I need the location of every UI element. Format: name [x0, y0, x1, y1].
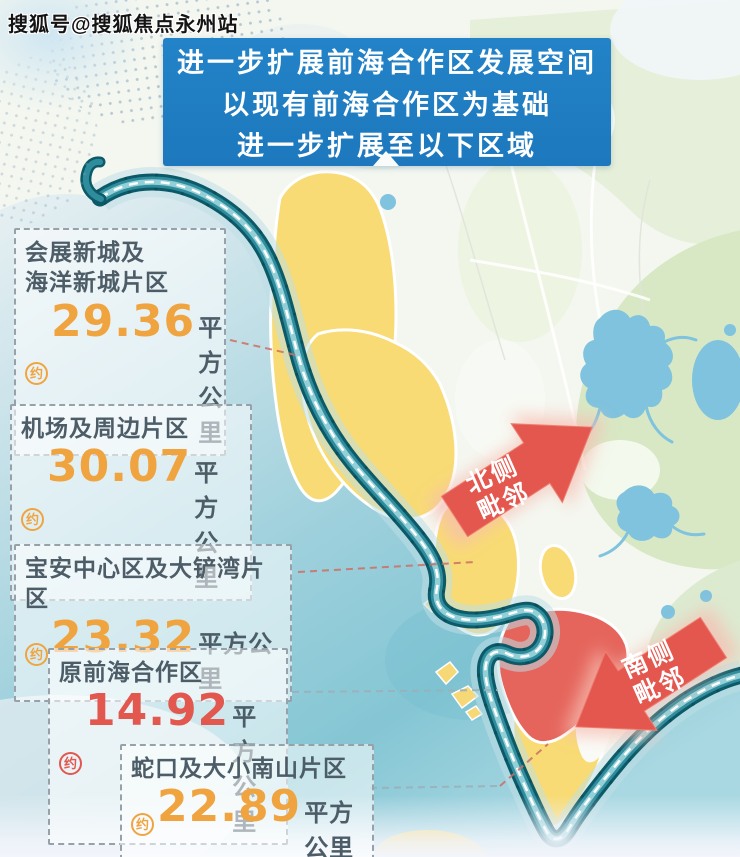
region-area-value: 22.89	[157, 781, 302, 833]
coastline-border	[80, 156, 740, 839]
region-name: 宝安中心区及大铲湾片区	[25, 555, 265, 612]
region-area-value: 30.07	[47, 441, 192, 493]
region-name: 原前海合作区	[59, 659, 203, 685]
approx-badge: 约	[25, 643, 48, 667]
region-name: 蛇口及大小南山片区	[131, 755, 347, 781]
region-area-unit: 平方公里	[304, 800, 355, 857]
watermark: 搜狐号@搜狐焦点永州站	[8, 14, 239, 36]
banner-line-1: 进一步扩展前海合作区发展空间	[177, 47, 597, 78]
expansion-regions	[269, 170, 614, 828]
banner-notch	[373, 151, 399, 166]
region-shape-dachanwan	[538, 543, 578, 601]
leader-lines	[229, 339, 549, 789]
lakes	[347, 48, 740, 619]
region-area-value: 14.92	[85, 685, 230, 737]
banner-line-2: 以现有前海合作区为基础	[222, 89, 552, 120]
region-name: 会展新城及	[25, 239, 145, 265]
region-name: 海洋新城片区	[25, 269, 169, 296]
approx-badge: 约	[131, 812, 154, 836]
region-label-shekou: 蛇口及大小南山片区 约 22.89 平方公里	[120, 744, 374, 857]
title-banner: 进一步扩展前海合作区发展空间 以现有前海合作区为基础 进一步扩展至以下区域	[163, 38, 611, 166]
approx-badge: 约	[59, 751, 82, 775]
region-name: 机场及周边片区	[21, 415, 189, 441]
south-arrow: 南侧 毗邻	[532, 583, 740, 782]
region-area-value: 29.36	[51, 295, 196, 347]
approx-badge: 约	[25, 362, 48, 386]
corner-blob-decoration	[0, 0, 150, 110]
approx-badge: 约	[21, 507, 44, 531]
